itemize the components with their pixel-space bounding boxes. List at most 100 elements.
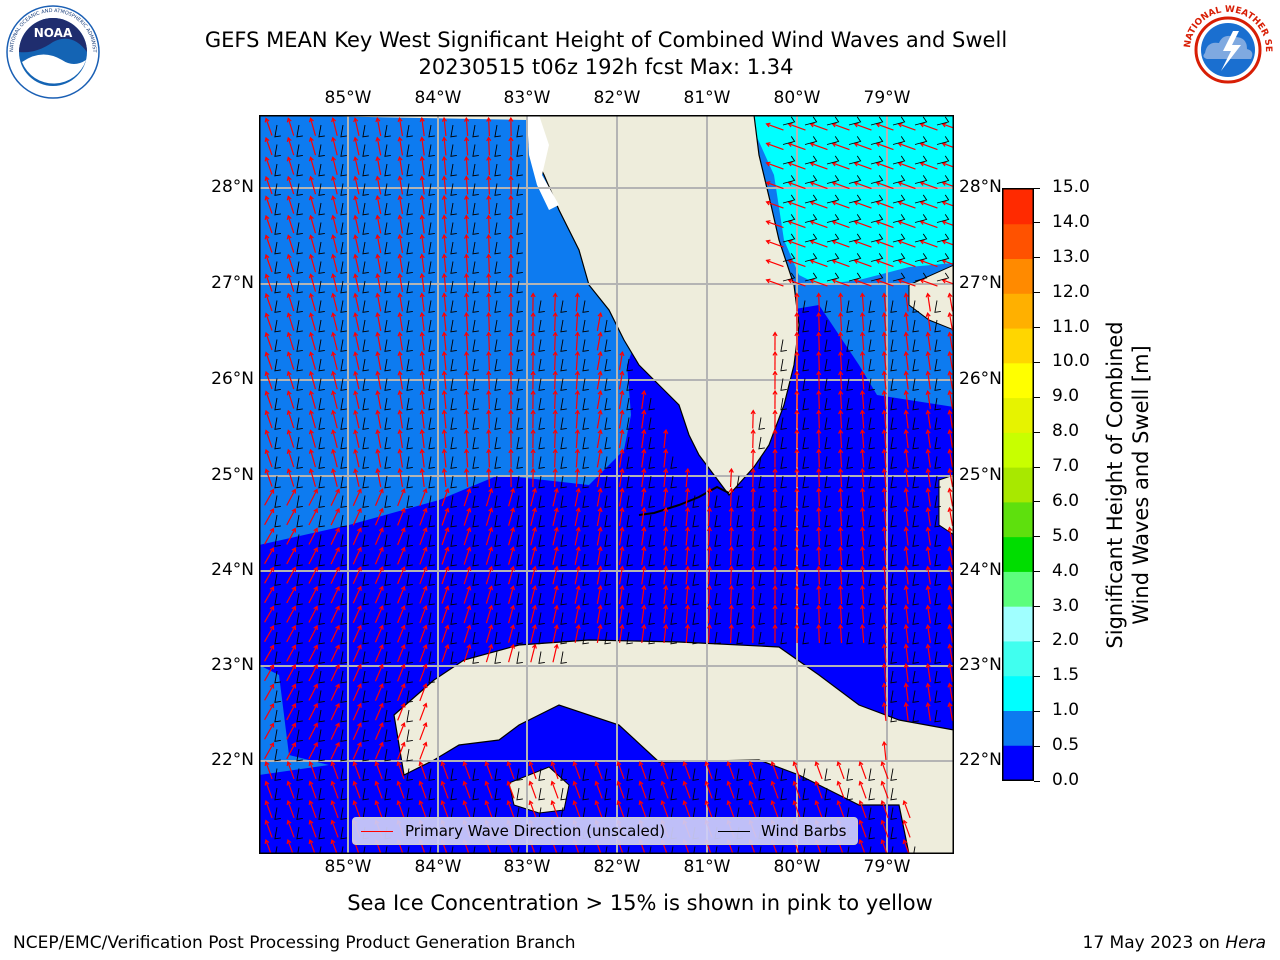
wave-arrowhead bbox=[488, 507, 494, 513]
wind-barb bbox=[824, 553, 831, 567]
wave-arrow bbox=[818, 449, 820, 468]
wave-arrowhead bbox=[357, 624, 362, 630]
wave-arrowhead bbox=[765, 161, 771, 167]
wave-arrow bbox=[485, 566, 493, 585]
wave-arrow bbox=[397, 644, 405, 663]
wave-arrowhead bbox=[444, 565, 450, 572]
wave-arrow bbox=[286, 664, 296, 682]
wind-barb bbox=[824, 397, 831, 411]
wind-barb bbox=[826, 272, 840, 282]
wave-arrow bbox=[308, 703, 318, 721]
wind-barb bbox=[868, 339, 875, 352]
wave-arrowhead bbox=[550, 799, 556, 806]
wave-arrowhead bbox=[441, 409, 447, 415]
wind-barb bbox=[870, 175, 884, 184]
wave-arrow bbox=[883, 663, 887, 683]
wave-arrowhead bbox=[488, 604, 494, 610]
wind-barb bbox=[736, 514, 743, 528]
wave-arrow bbox=[948, 449, 954, 468]
wind-barb bbox=[296, 514, 303, 528]
wave-arrow bbox=[419, 566, 427, 585]
wave-arrowhead bbox=[765, 122, 771, 128]
wind-barb bbox=[626, 475, 633, 489]
wave-arrowhead bbox=[728, 526, 734, 532]
wave-arrow bbox=[575, 312, 579, 332]
wave-arrow bbox=[596, 332, 602, 351]
colorbar-segment bbox=[1003, 606, 1033, 642]
wave-arrowhead bbox=[619, 604, 625, 610]
wind-barb bbox=[494, 475, 501, 489]
wind-barb bbox=[384, 280, 391, 294]
wave-arrow bbox=[810, 142, 828, 151]
wind-barb bbox=[516, 534, 523, 547]
wave-arrowhead bbox=[859, 448, 866, 454]
wave-arrowhead bbox=[859, 292, 866, 298]
wind-barb bbox=[274, 163, 281, 177]
wind-barb bbox=[340, 144, 347, 157]
wave-arrow bbox=[663, 585, 667, 605]
wave-arrowhead bbox=[378, 722, 384, 728]
wind-barb bbox=[296, 300, 303, 313]
wave-arrowhead bbox=[357, 546, 362, 552]
wind-barb bbox=[318, 319, 325, 333]
wave-arrowhead bbox=[462, 799, 468, 806]
wave-arrowhead bbox=[352, 760, 358, 767]
wave-arrow bbox=[463, 625, 471, 643]
wave-arrow bbox=[309, 820, 317, 838]
wave-arrowhead bbox=[400, 663, 406, 669]
wave-arrowhead bbox=[858, 838, 864, 845]
wind-barb bbox=[670, 534, 677, 547]
wind-barb bbox=[516, 787, 523, 801]
wind-barb bbox=[934, 436, 941, 450]
wave-arrowhead bbox=[308, 760, 314, 767]
wave-arrow bbox=[861, 624, 865, 644]
wave-arrow bbox=[463, 781, 471, 799]
wave-arrowhead bbox=[378, 644, 384, 650]
wind-barb bbox=[804, 233, 818, 243]
wind-barb bbox=[274, 534, 281, 547]
wave-arrowhead bbox=[335, 585, 340, 591]
wave-arrowhead bbox=[772, 545, 778, 551]
wave-arrow bbox=[530, 508, 536, 526]
wave-arrow bbox=[487, 312, 491, 332]
wave-arrowhead bbox=[706, 604, 712, 610]
wave-arrowhead bbox=[264, 312, 270, 318]
wind-barb bbox=[340, 768, 347, 781]
wave-arrow bbox=[861, 468, 865, 488]
wave-arrow bbox=[265, 215, 273, 234]
wind-barb bbox=[450, 339, 457, 352]
wind-barb bbox=[494, 358, 501, 372]
wave-arrow bbox=[287, 800, 295, 819]
wind-barb bbox=[384, 690, 391, 703]
wave-arrowhead bbox=[881, 370, 887, 376]
wave-arrowhead bbox=[574, 292, 580, 298]
wind-barb bbox=[780, 417, 787, 430]
wind-barb bbox=[692, 631, 699, 645]
wave-arrowhead bbox=[641, 623, 647, 629]
wind-barb bbox=[296, 768, 303, 781]
wind-barb bbox=[804, 116, 818, 126]
wave-arrow bbox=[287, 176, 295, 195]
wave-arrowhead bbox=[357, 722, 362, 728]
wave-arrow bbox=[641, 449, 645, 468]
wave-arrow bbox=[618, 391, 624, 409]
wind-barb bbox=[362, 768, 369, 781]
wave-arrowhead bbox=[925, 526, 931, 532]
wind-barb bbox=[648, 397, 655, 411]
wave-arrow bbox=[398, 352, 404, 370]
wind-barb bbox=[582, 456, 589, 469]
wave-arrowhead bbox=[619, 409, 625, 415]
wave-arrow bbox=[465, 468, 469, 488]
wind-barb bbox=[736, 495, 743, 508]
wave-arrowhead bbox=[378, 702, 384, 708]
wind-barb bbox=[648, 514, 655, 528]
nws-logo: NATIONAL WEATHER SERVICE bbox=[1177, 1, 1274, 96]
wind-barb bbox=[670, 592, 677, 606]
wind-barb bbox=[758, 417, 765, 430]
wave-arrowhead bbox=[772, 448, 778, 454]
wind-barb bbox=[780, 573, 787, 586]
wave-arrowhead bbox=[378, 507, 384, 513]
wind-barb bbox=[780, 553, 787, 567]
wind-barb bbox=[848, 272, 862, 282]
wave-arrow bbox=[264, 664, 274, 682]
